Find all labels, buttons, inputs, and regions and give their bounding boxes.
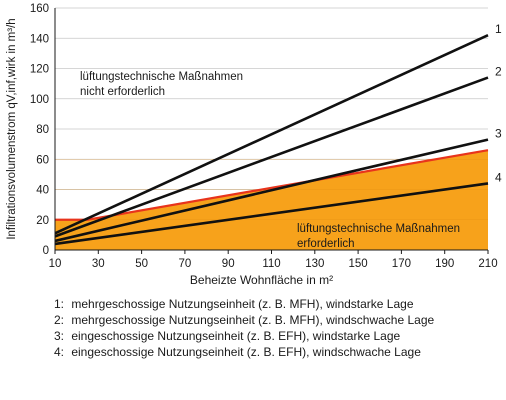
series-label-4: 4 bbox=[495, 170, 502, 184]
x-tick-label: 10 bbox=[49, 258, 62, 270]
legend-text: eingeschossige Nutzungseinheit (z. B. EF… bbox=[71, 329, 401, 343]
y-axis-label: Infiltrationsvolumenstrom qV,inf,wirk in… bbox=[6, 18, 18, 239]
x-tick-label: 190 bbox=[435, 258, 454, 270]
y-tick-label: 140 bbox=[30, 33, 49, 45]
legend-number: 1: bbox=[54, 297, 65, 311]
x-axis-label: Beheizte Wohnfläche in m² bbox=[190, 273, 333, 287]
series-lines bbox=[54, 34, 489, 246]
region-label-not-required: lüftungstechnische Maßnahmen bbox=[80, 71, 243, 83]
axes bbox=[54, 8, 489, 254]
region-label-required-line2: erforderlich bbox=[297, 238, 355, 250]
legend-item-4: 4: eingeschossige Nutzungseinheit (z. B.… bbox=[54, 344, 494, 360]
y-tick-label: 0 bbox=[43, 245, 49, 257]
legend: 1: mehrgeschossige Nutzungseinheit (z. B… bbox=[54, 296, 494, 360]
legend-text: mehrgeschossige Nutzungseinheit (z. B. M… bbox=[71, 297, 414, 311]
series-line-3 bbox=[54, 138, 489, 243]
series-label-1: 1 bbox=[495, 22, 502, 36]
region-label-required: lüftungstechnische Maßnahmen bbox=[297, 223, 460, 235]
legend-text: mehrgeschossige Nutzungseinheit (z. B. M… bbox=[71, 313, 435, 327]
x-tick-label: 90 bbox=[222, 258, 235, 270]
series-line-2 bbox=[54, 76, 489, 238]
y-tick-label: 20 bbox=[36, 215, 49, 227]
x-tick-label: 50 bbox=[135, 258, 148, 270]
legend-item-3: 3: eingeschossige Nutzungseinheit (z. B.… bbox=[54, 328, 494, 344]
x-tick-label: 170 bbox=[392, 258, 411, 270]
region-label-not-required-line2: nicht erforderlich bbox=[80, 86, 165, 98]
x-tick-label: 110 bbox=[262, 258, 280, 270]
series-line-4 bbox=[54, 182, 489, 246]
x-tick-label: 30 bbox=[92, 258, 105, 270]
required-region-area bbox=[55, 150, 488, 250]
y-tick-label: 60 bbox=[36, 154, 49, 166]
series-line-1 bbox=[54, 34, 489, 235]
x-tick-label: 130 bbox=[305, 258, 324, 270]
legend-number: 3: bbox=[54, 329, 65, 343]
y-tick-label: 120 bbox=[30, 64, 49, 76]
legend-text: eingeschossige Nutzungseinheit (z. B. EF… bbox=[71, 345, 421, 359]
y-tick-label: 100 bbox=[30, 94, 49, 106]
y-tick-label: 40 bbox=[36, 185, 49, 197]
series-label-2: 2 bbox=[495, 65, 502, 79]
legend-item-1: 1: mehrgeschossige Nutzungseinheit (z. B… bbox=[54, 296, 494, 312]
x-tick-label: 70 bbox=[179, 258, 192, 270]
legend-number: 2: bbox=[54, 313, 65, 327]
y-tick-label: 80 bbox=[36, 124, 49, 136]
x-tick-label: 150 bbox=[349, 258, 368, 270]
legend-item-2: 2: mehrgeschossige Nutzungseinheit (z. B… bbox=[54, 312, 494, 328]
x-tick-label: 210 bbox=[478, 258, 497, 270]
series-label-3: 3 bbox=[495, 127, 502, 141]
legend-number: 4: bbox=[54, 345, 65, 359]
y-tick-label: 160 bbox=[30, 3, 49, 15]
